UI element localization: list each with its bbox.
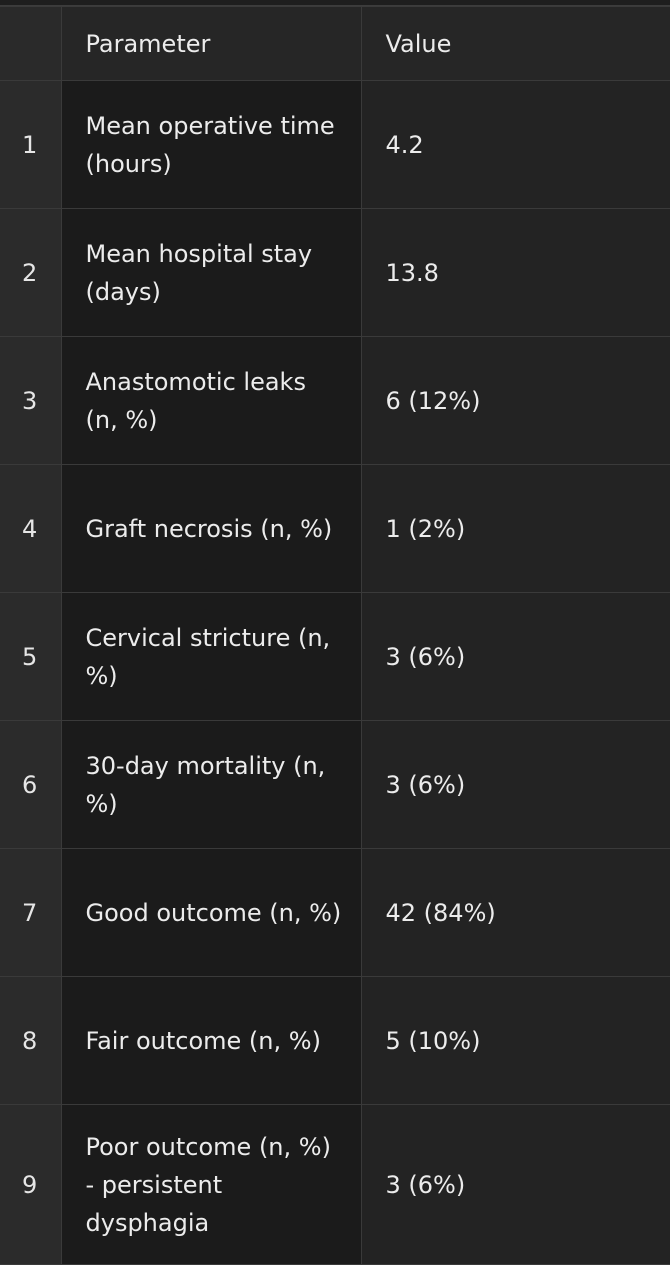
- row-index[interactable]: 3: [0, 336, 62, 465]
- row-index[interactable]: 2: [0, 208, 62, 337]
- header-value[interactable]: Value: [360, 6, 670, 81]
- parameter-cell[interactable]: 30-day mortality (n, %): [60, 720, 362, 849]
- value-cell[interactable]: 3 (6%): [360, 592, 670, 721]
- parameter-cell[interactable]: Mean hospital stay (days): [60, 208, 362, 337]
- table-header-row: Parameter Value: [0, 6, 670, 81]
- table-row: 9 Poor outcome (n, %) - persistent dysph…: [0, 1104, 670, 1265]
- row-index[interactable]: 9: [0, 1104, 62, 1265]
- value-cell[interactable]: 42 (84%): [360, 848, 670, 977]
- data-table: Parameter Value 1 Mean operative time (h…: [0, 6, 670, 1265]
- table-row: 6 30-day mortality (n, %) 3 (6%): [0, 720, 670, 849]
- row-index[interactable]: 7: [0, 848, 62, 977]
- row-index[interactable]: 8: [0, 976, 62, 1105]
- value-cell[interactable]: 5 (10%): [360, 976, 670, 1105]
- parameter-cell[interactable]: Graft necrosis (n, %): [60, 464, 362, 593]
- table-row: 4 Graft necrosis (n, %) 1 (2%): [0, 464, 670, 593]
- table-row: 2 Mean hospital stay (days) 13.8: [0, 208, 670, 337]
- header-parameter[interactable]: Parameter: [60, 6, 362, 81]
- table-row: 7 Good outcome (n, %) 42 (84%): [0, 848, 670, 977]
- parameter-cell[interactable]: Anastomotic leaks (n, %): [60, 336, 362, 465]
- parameter-cell[interactable]: Cervical stricture (n, %): [60, 592, 362, 721]
- row-index[interactable]: 6: [0, 720, 62, 849]
- parameter-cell[interactable]: Poor outcome (n, %) - persistent dysphag…: [60, 1104, 362, 1265]
- table-top-edge: [0, 0, 670, 6]
- value-cell[interactable]: 13.8: [360, 208, 670, 337]
- value-cell[interactable]: 1 (2%): [360, 464, 670, 593]
- row-index[interactable]: 5: [0, 592, 62, 721]
- table-row: 8 Fair outcome (n, %) 5 (10%): [0, 976, 670, 1105]
- header-index-cell[interactable]: [0, 6, 62, 81]
- row-index[interactable]: 4: [0, 464, 62, 593]
- row-index[interactable]: 1: [0, 80, 62, 209]
- value-cell[interactable]: 4.2: [360, 80, 670, 209]
- value-cell[interactable]: 3 (6%): [360, 720, 670, 849]
- value-cell[interactable]: 6 (12%): [360, 336, 670, 465]
- table-row: 1 Mean operative time (hours) 4.2: [0, 80, 670, 209]
- value-cell[interactable]: 3 (6%): [360, 1104, 670, 1265]
- parameter-cell[interactable]: Fair outcome (n, %): [60, 976, 362, 1105]
- table-row: 3 Anastomotic leaks (n, %) 6 (12%): [0, 336, 670, 465]
- parameter-cell[interactable]: Good outcome (n, %): [60, 848, 362, 977]
- table-row: 5 Cervical stricture (n, %) 3 (6%): [0, 592, 670, 721]
- parameter-cell[interactable]: Mean operative time (hours): [60, 80, 362, 209]
